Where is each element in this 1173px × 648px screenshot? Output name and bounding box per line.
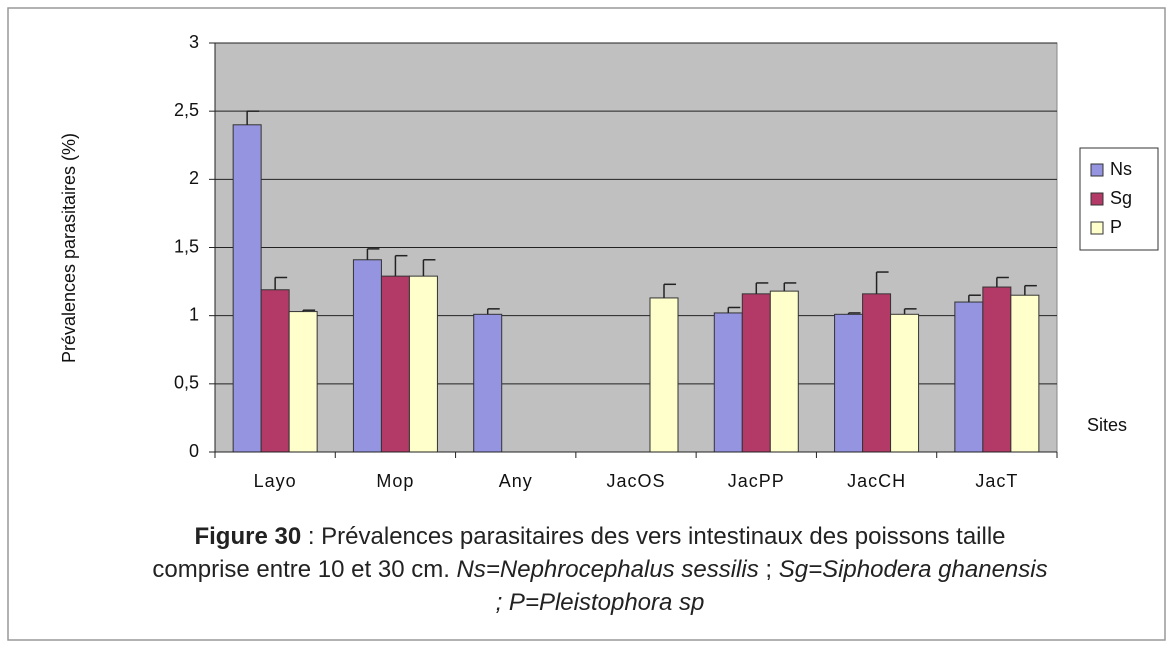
caption-part: Sg=Siphodera ghanensis ; P=Pleistophora … <box>495 556 1055 616</box>
bar <box>862 293 892 453</box>
y-tick-label: 1 <box>189 304 199 324</box>
bar <box>954 301 984 453</box>
bar <box>649 297 679 453</box>
x-tick-label: Layo <box>254 471 297 491</box>
legend-label: P <box>1110 217 1122 237</box>
caption-part: Figure 30 <box>194 523 302 550</box>
legend-label: Sg <box>1110 188 1132 208</box>
x-tick-label: JacT <box>975 471 1018 491</box>
caption-part: ; <box>758 556 779 583</box>
y-axis-label: Prévalences parasitaires (%) <box>59 133 79 363</box>
caption-part: : Prévalences parasitaires des vers inte… <box>152 523 1019 583</box>
legend-label: Ns <box>1110 159 1132 179</box>
y-tick-label: 3 <box>189 32 199 52</box>
x-tick-label: JacCH <box>847 471 906 491</box>
y-tick-label: 2,5 <box>174 100 199 120</box>
y-tick-label: 2 <box>189 168 199 188</box>
bar <box>232 124 262 453</box>
y-tick-label: 1,5 <box>174 236 199 256</box>
legend-swatch <box>1090 221 1104 235</box>
bar <box>288 311 318 453</box>
caption-part: Ns=Nephrocephalus sessilis <box>456 556 759 583</box>
caption: Figure 30 : Prévalences parasitaires des… <box>150 520 1050 619</box>
bar <box>408 275 438 453</box>
legend-swatch <box>1090 163 1104 177</box>
bar <box>982 286 1012 453</box>
legend-swatch <box>1090 192 1104 206</box>
x-axis-label: Sites <box>1087 415 1127 435</box>
bar <box>380 275 410 453</box>
x-tick-label: Mop <box>376 471 414 491</box>
bar <box>769 290 799 453</box>
y-tick-label: 0 <box>189 441 199 461</box>
bar <box>713 312 743 453</box>
bar <box>741 293 771 453</box>
x-tick-label: JacPP <box>728 471 785 491</box>
y-tick-label: 0,5 <box>174 373 199 393</box>
bar <box>834 313 864 453</box>
bar <box>473 313 503 453</box>
x-tick-label: JacOS <box>606 471 665 491</box>
frame <box>7 7 1166 641</box>
bar <box>260 289 290 453</box>
bar <box>1010 294 1040 453</box>
x-tick-label: Any <box>499 471 533 491</box>
bar <box>352 259 382 453</box>
bar <box>890 313 920 453</box>
